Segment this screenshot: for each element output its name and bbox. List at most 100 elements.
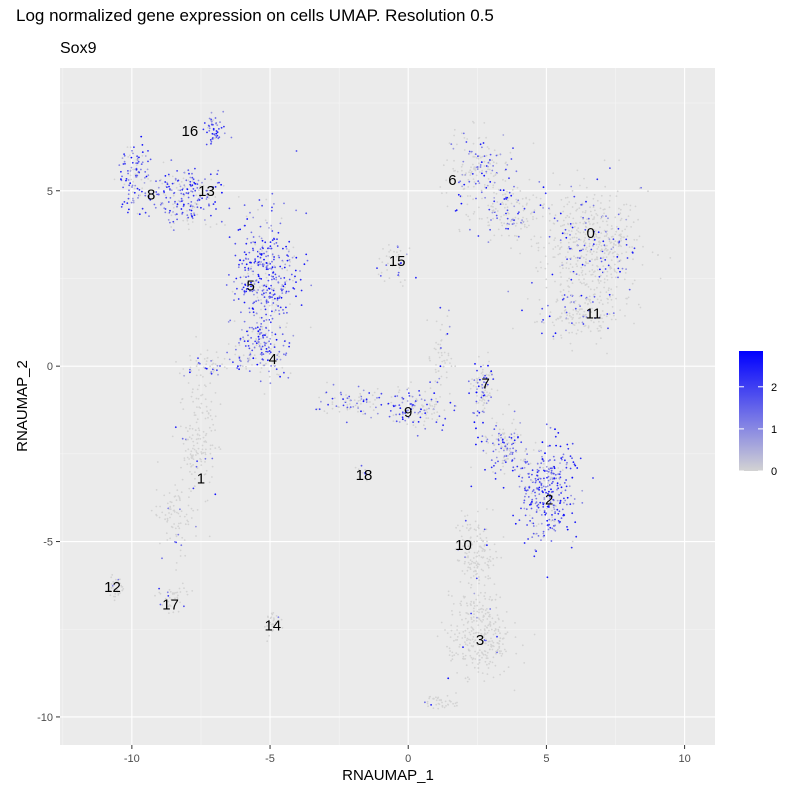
cell-point bbox=[243, 320, 246, 323]
cell-point bbox=[269, 321, 272, 324]
cell-point bbox=[440, 375, 443, 378]
cell-point bbox=[141, 190, 143, 193]
cell-point bbox=[529, 520, 531, 522]
cell-point bbox=[126, 202, 129, 205]
cell-point bbox=[533, 633, 536, 636]
cell-point bbox=[583, 278, 585, 280]
cell-point bbox=[543, 246, 545, 249]
cluster-label: 17 bbox=[162, 597, 179, 614]
cell-point bbox=[254, 357, 257, 360]
cell-point bbox=[615, 276, 617, 279]
cell-point bbox=[196, 406, 198, 408]
cell-point bbox=[132, 201, 135, 204]
cell-point bbox=[267, 301, 270, 303]
cell-point bbox=[190, 213, 193, 215]
cell-point bbox=[625, 218, 628, 221]
cell-point bbox=[134, 184, 137, 187]
cell-point bbox=[482, 548, 485, 551]
cell-point bbox=[565, 463, 568, 466]
cell-point bbox=[234, 345, 237, 347]
cell-point bbox=[247, 334, 249, 337]
cell-point bbox=[267, 247, 270, 250]
cell-point bbox=[258, 277, 261, 280]
cell-point bbox=[633, 279, 636, 282]
cell-point bbox=[192, 447, 194, 450]
cell-point bbox=[172, 203, 174, 206]
cell-point bbox=[171, 182, 174, 185]
cell-point bbox=[628, 246, 631, 249]
cell-point bbox=[608, 293, 611, 296]
cell-point bbox=[513, 205, 516, 208]
cell-point bbox=[457, 193, 460, 196]
cell-point bbox=[465, 527, 468, 529]
cell-point bbox=[477, 667, 480, 670]
cell-point bbox=[489, 621, 491, 623]
cell-point bbox=[128, 189, 130, 192]
cell-point bbox=[515, 198, 518, 201]
cell-point bbox=[535, 501, 538, 503]
cell-point bbox=[503, 198, 506, 200]
cell-point bbox=[210, 360, 213, 362]
cell-point bbox=[487, 178, 490, 180]
cell-point bbox=[537, 523, 540, 525]
cell-point bbox=[544, 488, 546, 491]
cell-point bbox=[180, 544, 183, 547]
cell-point bbox=[572, 309, 575, 311]
cell-point bbox=[226, 351, 229, 354]
cell-point bbox=[357, 468, 360, 471]
cell-point bbox=[610, 267, 613, 269]
cell-point bbox=[602, 220, 604, 223]
cell-point bbox=[570, 316, 573, 318]
cell-point bbox=[483, 165, 486, 167]
cell-point bbox=[259, 328, 261, 331]
cell-point bbox=[461, 169, 463, 172]
cell-point bbox=[131, 161, 134, 164]
cell-point bbox=[271, 253, 274, 256]
cell-point bbox=[132, 180, 135, 183]
cell-point bbox=[113, 599, 116, 602]
cell-point bbox=[473, 641, 475, 643]
cell-point bbox=[410, 395, 413, 398]
cell-point bbox=[210, 123, 213, 126]
cell-point bbox=[462, 652, 464, 655]
cell-point bbox=[115, 590, 118, 593]
cell-point bbox=[295, 150, 298, 152]
cell-point bbox=[576, 245, 579, 247]
cell-point bbox=[500, 556, 503, 559]
cell-point bbox=[606, 233, 608, 235]
cell-point bbox=[530, 492, 533, 495]
cell-point bbox=[190, 517, 193, 519]
cell-point bbox=[669, 257, 672, 259]
cell-point bbox=[488, 648, 491, 651]
cell-point bbox=[542, 319, 544, 321]
cell-point bbox=[503, 670, 505, 673]
cell-point bbox=[282, 260, 284, 263]
cell-point bbox=[111, 584, 114, 587]
cell-point bbox=[584, 242, 587, 245]
cell-point bbox=[546, 476, 548, 479]
cell-point bbox=[466, 138, 469, 140]
cell-point bbox=[467, 380, 470, 383]
cell-point bbox=[141, 144, 144, 146]
cell-point bbox=[192, 178, 195, 181]
cell-point bbox=[276, 373, 278, 376]
cell-point bbox=[152, 192, 154, 195]
cell-point bbox=[425, 417, 428, 419]
cell-point bbox=[196, 388, 199, 391]
cell-point bbox=[248, 311, 251, 314]
cell-point bbox=[554, 529, 557, 532]
cell-point bbox=[190, 465, 193, 467]
cell-point bbox=[228, 274, 230, 276]
cell-point bbox=[439, 186, 442, 188]
cell-point bbox=[493, 181, 496, 184]
cell-point bbox=[454, 633, 456, 636]
cell-point bbox=[484, 383, 487, 386]
cell-point bbox=[271, 310, 273, 313]
cell-point bbox=[454, 548, 457, 551]
cell-point bbox=[483, 386, 486, 388]
cell-point bbox=[430, 704, 432, 706]
cell-point bbox=[569, 247, 571, 250]
cell-point bbox=[474, 182, 477, 185]
cell-point bbox=[457, 559, 460, 562]
cell-point bbox=[245, 365, 247, 368]
